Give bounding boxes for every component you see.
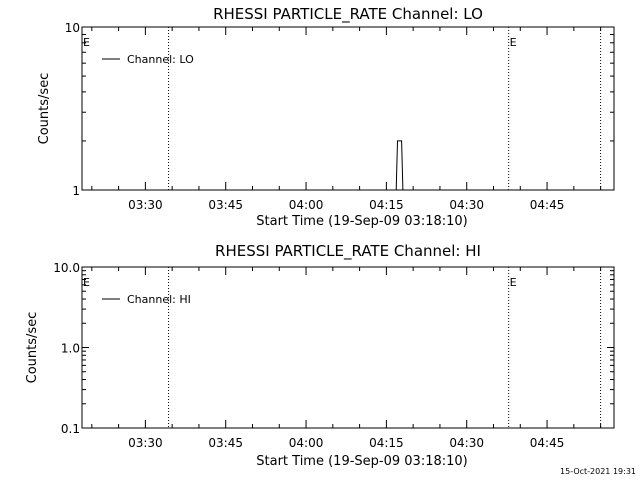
chart-title: RHESSI PARTICLE_RATE Channel: LO: [213, 5, 483, 24]
corner-marker-label: E: [83, 276, 90, 289]
y-tick-label: 0.1: [61, 422, 80, 436]
plot-frame: [81, 26, 615, 191]
y-tick-label: 1.0: [61, 342, 80, 356]
x-tick-label: 04:30: [449, 436, 484, 450]
x-tick-label: 03:45: [208, 436, 243, 450]
x-tick-label: 03:45: [208, 198, 243, 212]
y-tick-label: 1: [72, 184, 80, 198]
x-tick-label: 04:15: [369, 198, 404, 212]
panel-lo: RHESSI PARTICLE_RATE Channel: LO 1 10 03:30…: [37, 5, 615, 229]
legend-label: Channel: HI: [127, 293, 191, 306]
x-tick-label: 04:45: [530, 198, 565, 212]
corner-marker-label: E: [83, 36, 90, 49]
x-tick-label: 04:15: [369, 436, 404, 450]
plot-frame: [81, 266, 615, 429]
y-tick-label: 10.0: [53, 261, 80, 275]
y-axis-label: Counts/sec: [37, 73, 52, 145]
event-marker-label: E: [510, 36, 517, 49]
x-axis-label: Start Time (19-Sep-09 03:18:10): [256, 214, 467, 229]
data-series-line: [82, 140, 614, 191]
footer-timestamp: 15-Oct-2021 19:31: [560, 467, 636, 476]
y-axis-label: Counts/sec: [25, 312, 40, 384]
x-tick-label: 03:30: [128, 198, 163, 212]
x-tick-label: 03:30: [128, 436, 163, 450]
x-tick-label: 04:00: [289, 198, 324, 212]
x-tick-label: 04:30: [449, 198, 484, 212]
panel-hi: RHESSI PARTICLE_RATE Channel: HI 0.1 1.0 10…: [25, 242, 615, 469]
chart-title: RHESSI PARTICLE_RATE Channel: HI: [215, 242, 481, 261]
x-tick-label: 04:45: [530, 436, 565, 450]
x-axis-label: Start Time (19-Sep-09 03:18:10): [256, 454, 467, 469]
event-marker-label: E: [510, 276, 517, 289]
y-tick-label: 10: [65, 21, 80, 35]
legend-label: Channel: LO: [127, 53, 194, 66]
x-tick-label: 04:00: [289, 436, 324, 450]
